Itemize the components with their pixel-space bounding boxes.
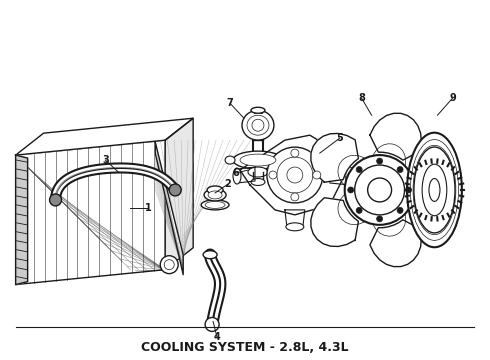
- Ellipse shape: [429, 179, 440, 201]
- Ellipse shape: [252, 119, 264, 131]
- Circle shape: [345, 155, 415, 225]
- Text: 2: 2: [225, 179, 231, 189]
- Polygon shape: [237, 167, 255, 183]
- Circle shape: [355, 165, 405, 215]
- Polygon shape: [311, 198, 358, 247]
- Ellipse shape: [248, 167, 268, 177]
- Ellipse shape: [233, 168, 241, 184]
- Polygon shape: [370, 220, 421, 267]
- Text: 8: 8: [358, 93, 365, 103]
- Ellipse shape: [414, 147, 455, 233]
- Polygon shape: [311, 134, 358, 182]
- Ellipse shape: [208, 191, 222, 199]
- Circle shape: [267, 147, 323, 203]
- Circle shape: [291, 149, 299, 157]
- Ellipse shape: [242, 110, 274, 140]
- Ellipse shape: [240, 154, 276, 166]
- Circle shape: [397, 207, 403, 213]
- Text: 7: 7: [227, 98, 233, 108]
- Polygon shape: [165, 118, 193, 270]
- Ellipse shape: [205, 201, 225, 208]
- Ellipse shape: [207, 186, 223, 194]
- Circle shape: [356, 167, 362, 172]
- Circle shape: [377, 216, 383, 222]
- Ellipse shape: [225, 156, 235, 164]
- Ellipse shape: [422, 164, 447, 216]
- Polygon shape: [370, 113, 421, 160]
- Polygon shape: [240, 135, 345, 215]
- Polygon shape: [285, 210, 305, 227]
- Ellipse shape: [201, 200, 229, 210]
- Ellipse shape: [407, 133, 462, 247]
- Ellipse shape: [204, 189, 226, 201]
- Text: 6: 6: [233, 168, 240, 178]
- Ellipse shape: [281, 156, 291, 164]
- Ellipse shape: [203, 251, 217, 259]
- Polygon shape: [16, 140, 165, 285]
- Text: 4: 4: [214, 332, 220, 342]
- Circle shape: [377, 158, 383, 164]
- Polygon shape: [415, 164, 459, 216]
- Circle shape: [356, 207, 362, 213]
- Ellipse shape: [233, 151, 283, 169]
- Circle shape: [397, 167, 403, 172]
- Text: 1: 1: [145, 203, 151, 213]
- Circle shape: [313, 171, 321, 179]
- Circle shape: [49, 194, 62, 206]
- Text: COOLING SYSTEM - 2.8L, 4.3L: COOLING SYSTEM - 2.8L, 4.3L: [141, 341, 349, 354]
- Circle shape: [205, 318, 219, 332]
- Polygon shape: [16, 155, 27, 285]
- Ellipse shape: [346, 167, 354, 185]
- Polygon shape: [16, 118, 193, 155]
- Ellipse shape: [286, 223, 304, 231]
- Text: 3: 3: [102, 155, 109, 165]
- Ellipse shape: [247, 115, 269, 135]
- Circle shape: [277, 157, 313, 193]
- Circle shape: [287, 167, 303, 183]
- Polygon shape: [330, 165, 350, 185]
- Ellipse shape: [251, 107, 265, 113]
- Text: 9: 9: [449, 93, 456, 103]
- Circle shape: [164, 260, 174, 270]
- Text: 5: 5: [336, 133, 343, 143]
- Circle shape: [348, 187, 354, 193]
- Polygon shape: [155, 142, 183, 275]
- Ellipse shape: [251, 179, 265, 185]
- Circle shape: [368, 178, 392, 202]
- Circle shape: [269, 171, 277, 179]
- Circle shape: [406, 187, 412, 193]
- Circle shape: [160, 256, 178, 274]
- Circle shape: [291, 193, 299, 201]
- Circle shape: [169, 184, 181, 196]
